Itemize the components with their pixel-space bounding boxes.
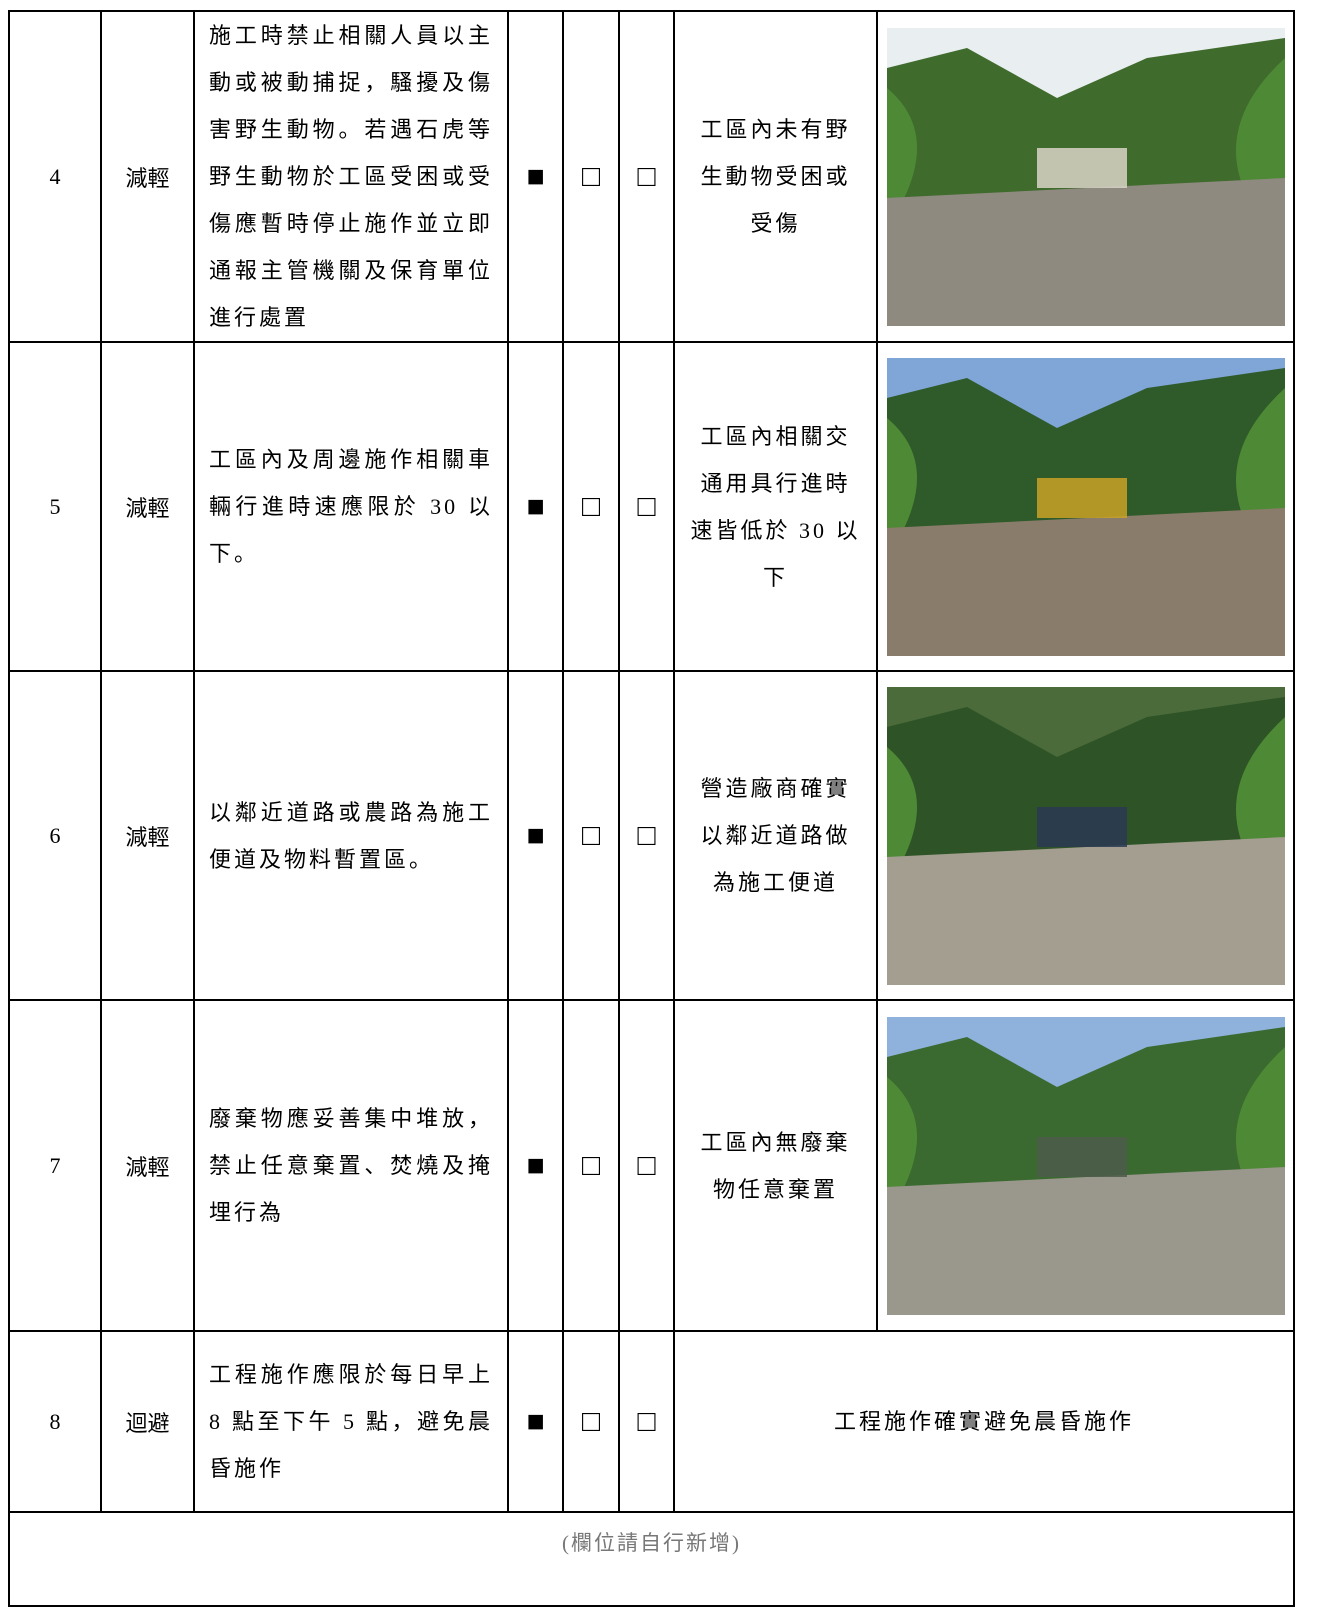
measure-type: 減輕: [100, 10, 195, 343]
hill: [886, 696, 1285, 877]
photo-cell: [876, 999, 1295, 1332]
checkbox: □: [562, 341, 620, 672]
hill: [886, 1026, 1285, 1207]
ground: [886, 177, 1285, 326]
ground: [886, 836, 1285, 985]
footer-note: (欄位請自行新增): [8, 1511, 1295, 1607]
photo: [886, 357, 1285, 656]
ground: [886, 1166, 1285, 1315]
item-number: 4: [8, 10, 102, 343]
hill: [886, 367, 1285, 548]
table-body: 4 減輕 施工時禁止相關人員以主動或被動捕捉，騷擾及傷害野生動物。若遇石虎等野生動物…: [8, 10, 1295, 1607]
ground: [886, 507, 1285, 656]
measures-table: 4 減輕 施工時禁止相關人員以主動或被動捕捉，騷擾及傷害野生動物。若遇石虎等野生動物…: [8, 10, 1295, 1607]
checkbox: □: [618, 341, 675, 672]
footer-row: (欄位請自行新增): [8, 1511, 1295, 1607]
checkbox: □: [562, 999, 620, 1332]
object: [1036, 147, 1127, 188]
photo-cell: [876, 670, 1295, 1001]
checkbox: ■: [507, 999, 564, 1332]
measure-text: 工程施作應限於每日早上 8 點至下午 5 點，避免晨昏施作: [193, 1330, 509, 1513]
checkbox: ■: [507, 1330, 564, 1513]
measure-text: 以鄰近道路或農路為施工便道及物料暫置區。: [193, 670, 509, 1001]
item-number: 5: [8, 341, 102, 672]
photo: [886, 686, 1285, 985]
hill: [886, 37, 1285, 218]
table-row: 5 減輕 工區內及周邊施作相關車輛行進時速應限於 30 以下。 ■ □ □ 工區內相關交通用…: [8, 341, 1295, 672]
result-text: 工區內未有野生動物受困或受傷: [673, 10, 878, 343]
table-row: 8 迴避 工程施作應限於每日早上 8 點至下午 5 點，避免晨昏施作 ■ □ □ 工程施作確…: [8, 1330, 1295, 1513]
checkbox: □: [618, 999, 675, 1332]
object: [1036, 806, 1127, 847]
checkbox: □: [562, 1330, 620, 1513]
checkbox: ■: [507, 10, 564, 343]
measure-text: 廢棄物應妥善集中堆放，禁止任意棄置、焚燒及掩埋行為: [193, 999, 509, 1332]
result-text: 工程施作確實避免晨昏施作: [673, 1330, 1295, 1513]
measure-type: 迴避: [100, 1330, 195, 1513]
checkbox: □: [618, 1330, 675, 1513]
item-number: 6: [8, 670, 102, 1001]
item-number: 8: [8, 1330, 102, 1513]
measure-text: 工區內及周邊施作相關車輛行進時速應限於 30 以下。: [193, 341, 509, 672]
measure-text: 施工時禁止相關人員以主動或被動捕捉，騷擾及傷害野生動物。若遇石虎等野生動物於工區…: [193, 10, 509, 343]
photo-cell: [876, 10, 1295, 343]
table-row: 6 減輕 以鄰近道路或農路為施工便道及物料暫置區。 ■ □ □ 營造廠商確實以鄰近道路做為施…: [8, 670, 1295, 1001]
photo: [886, 1016, 1285, 1315]
checkbox: □: [618, 670, 675, 1001]
checkbox: □: [562, 10, 620, 343]
result-text: 工區內相關交通用具行進時速皆低於 30 以下: [673, 341, 878, 672]
checkbox: □: [618, 10, 675, 343]
object: [1036, 477, 1127, 518]
result-text: 工區內無廢棄物任意棄置: [673, 999, 878, 1332]
measure-type: 減輕: [100, 341, 195, 672]
measure-type: 減輕: [100, 670, 195, 1001]
table-row: 4 減輕 施工時禁止相關人員以主動或被動捕捉，騷擾及傷害野生動物。若遇石虎等野生動物…: [8, 10, 1295, 343]
photo: [886, 27, 1285, 326]
photo-cell: [876, 341, 1295, 672]
checkbox: ■: [507, 670, 564, 1001]
table-row: 7 減輕 廢棄物應妥善集中堆放，禁止任意棄置、焚燒及掩埋行為 ■ □ □ 工區內無廢棄物任意…: [8, 999, 1295, 1332]
result-text: 營造廠商確實以鄰近道路做為施工便道: [673, 670, 878, 1001]
measure-type: 減輕: [100, 999, 195, 1332]
item-number: 7: [8, 999, 102, 1332]
object: [1036, 1136, 1127, 1177]
checkbox: ■: [507, 341, 564, 672]
checkbox: □: [562, 670, 620, 1001]
